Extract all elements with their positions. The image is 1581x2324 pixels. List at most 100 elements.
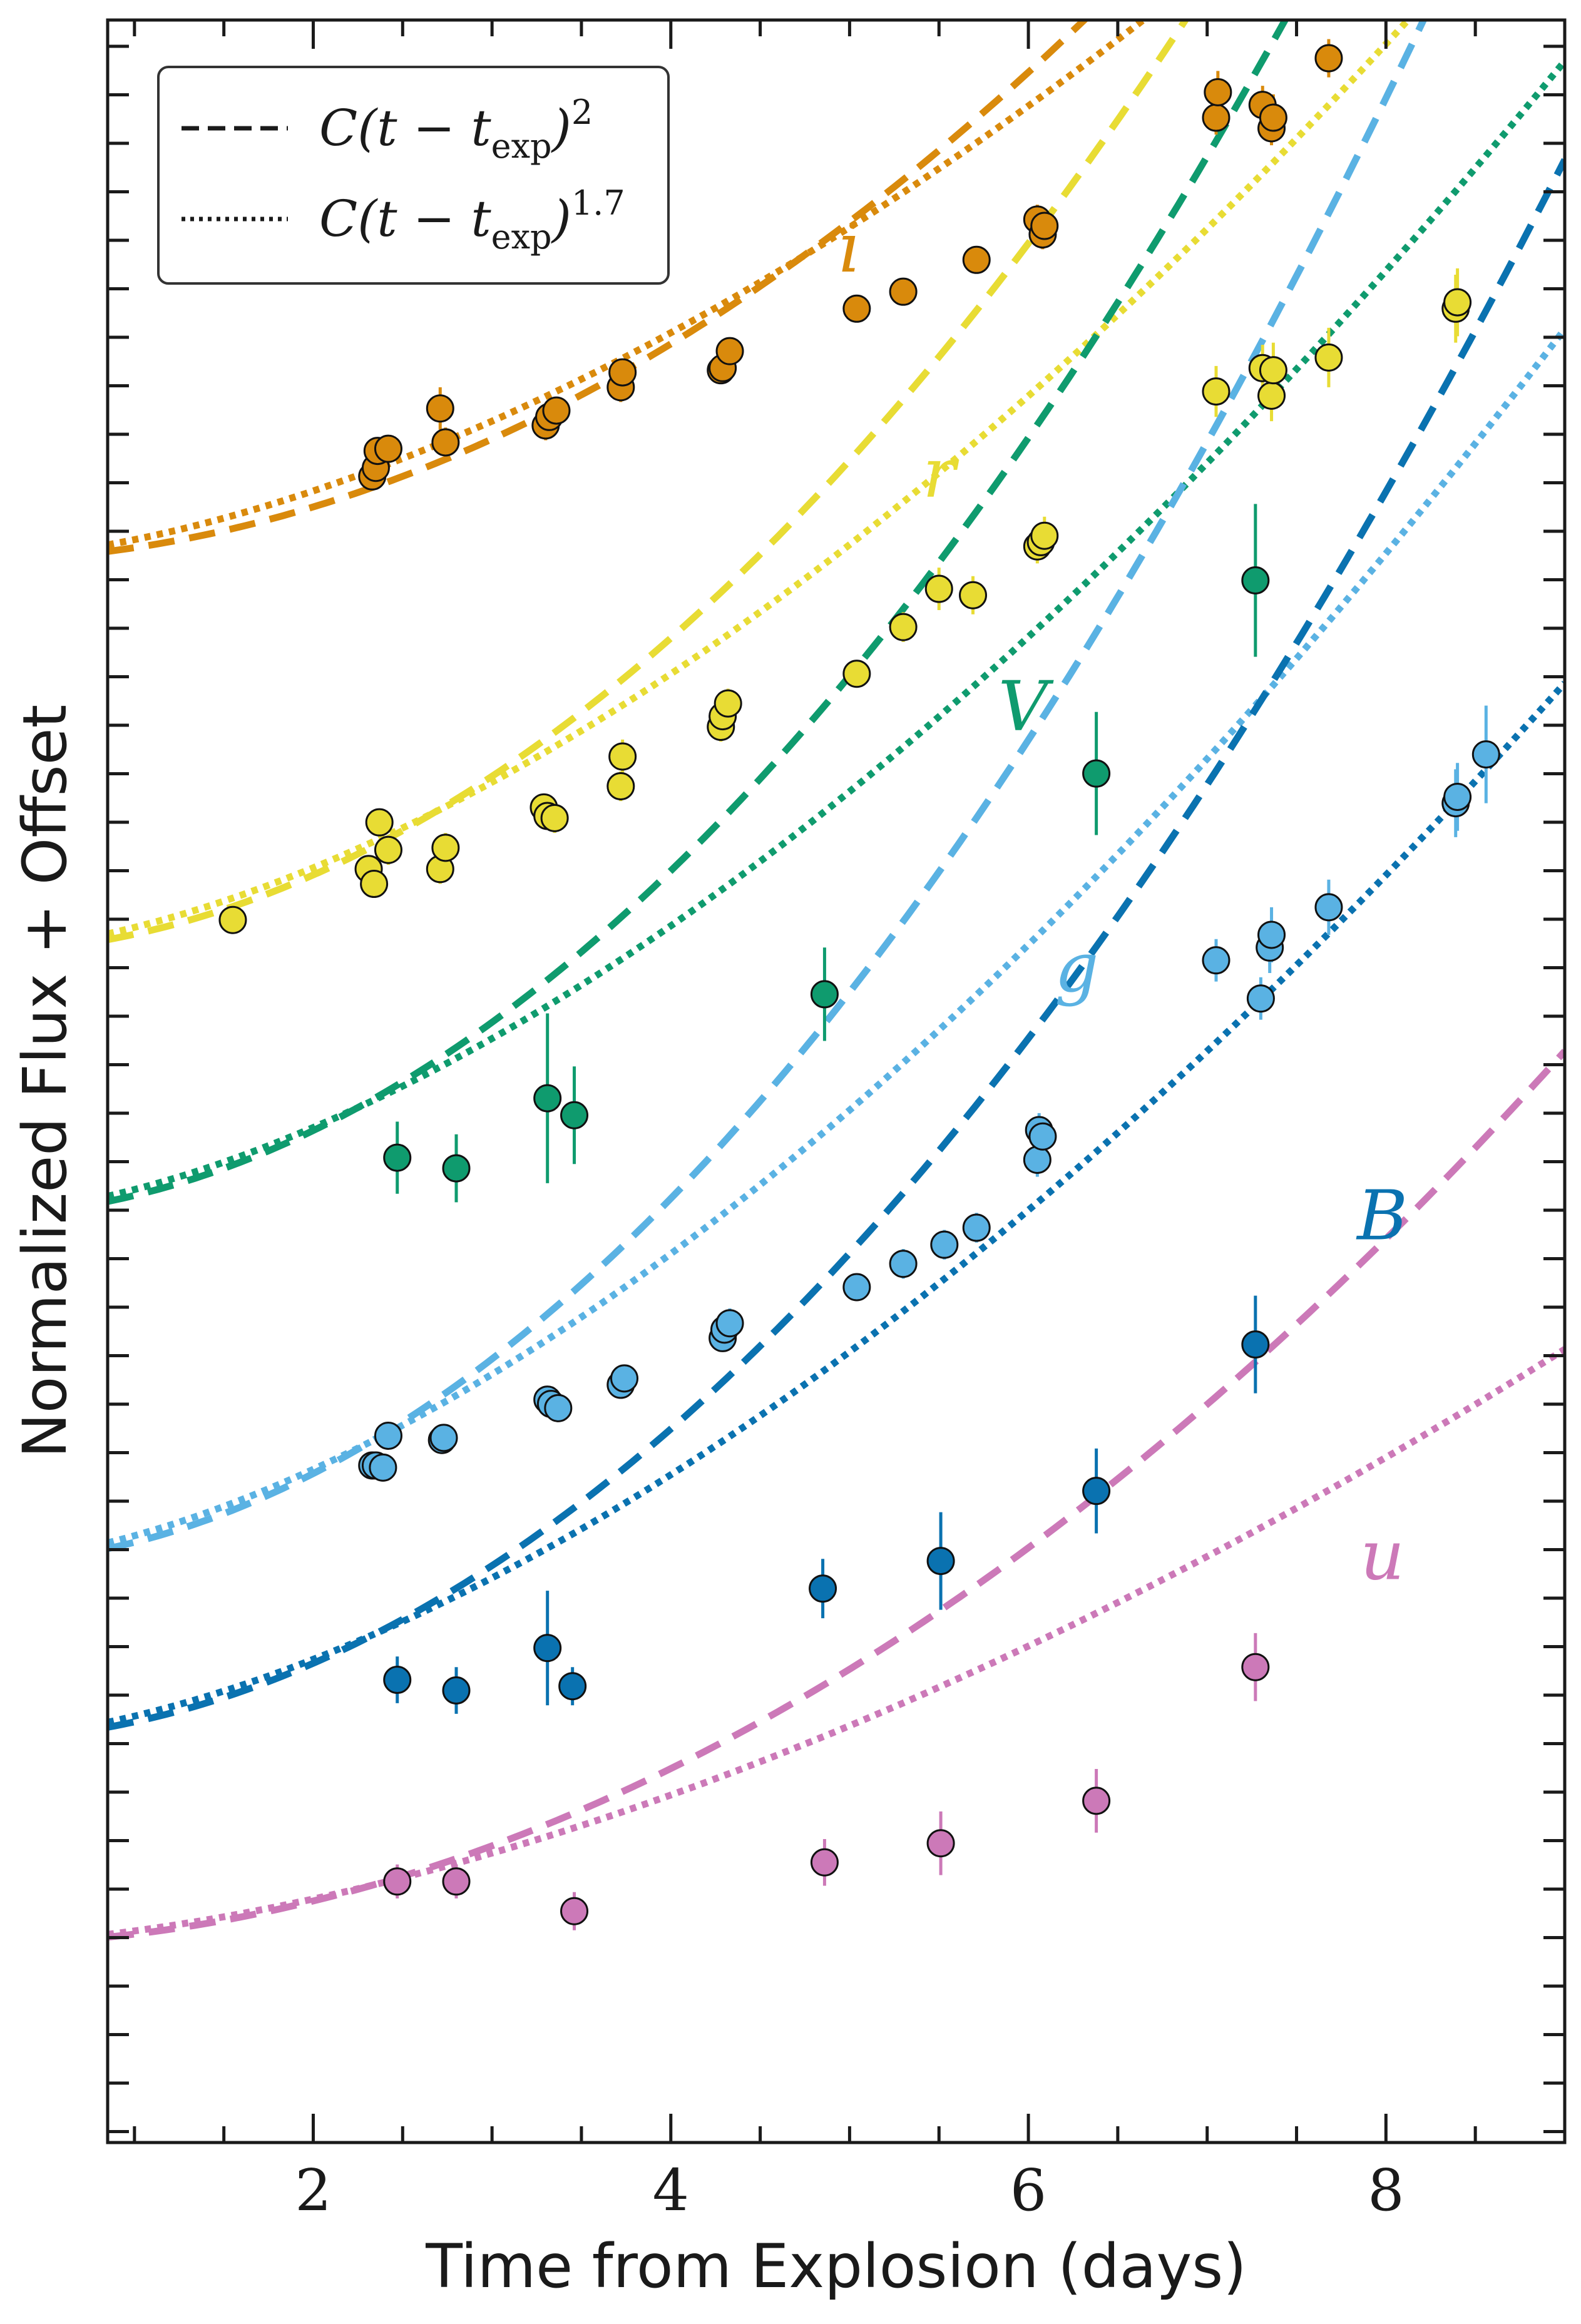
curve-r-power2 xyxy=(108,20,1190,944)
curve-r-power17 xyxy=(108,20,1413,937)
plot-frame xyxy=(106,18,1567,2144)
band-labels: i r Vg Bu xyxy=(839,208,1408,1595)
point-g-18 xyxy=(1023,1146,1051,1175)
point-V-1 xyxy=(442,1154,471,1183)
x-tick-label: 2 xyxy=(295,2157,332,2224)
point-B-5 xyxy=(926,1547,955,1576)
point-g-21 xyxy=(1202,946,1231,975)
point-u-0 xyxy=(383,1867,412,1896)
point-r-11 xyxy=(608,742,637,771)
legend-part: exp xyxy=(491,217,552,257)
point-i-15 xyxy=(889,277,918,306)
point-u-5 xyxy=(1082,1786,1111,1815)
legend-label-dashed: C(t − texp)2 xyxy=(319,93,593,166)
legend-box xyxy=(157,66,670,285)
point-g-14 xyxy=(842,1273,871,1302)
point-g-10 xyxy=(610,1364,639,1393)
y-axis-label: Normalized Flux + Offset xyxy=(10,705,80,1458)
data-points xyxy=(218,39,1500,1930)
point-r-3 xyxy=(365,808,394,837)
legend-part: 2 xyxy=(571,93,593,132)
point-r-4 xyxy=(374,835,402,864)
curve-B-power2 xyxy=(108,158,1565,1731)
band-label-V: V xyxy=(998,666,1054,747)
point-i-10 xyxy=(608,358,637,387)
point-B-6 xyxy=(1082,1477,1111,1506)
x-tick-labels: 2 4 6 8 xyxy=(295,2157,1404,2224)
point-V-4 xyxy=(810,980,839,1009)
point-r-22 xyxy=(1202,377,1231,406)
curve-i-power17 xyxy=(108,20,1149,549)
point-r-9 xyxy=(540,803,569,832)
point-i-25 xyxy=(1314,44,1343,73)
point-r-10 xyxy=(606,772,635,801)
point-g-16 xyxy=(930,1230,959,1259)
band-label-u: u xyxy=(1360,1515,1404,1595)
point-r-21 xyxy=(1030,521,1059,550)
point-i-20 xyxy=(1202,103,1231,132)
point-r-2 xyxy=(360,870,389,899)
point-B-2 xyxy=(533,1634,562,1663)
point-g-28 xyxy=(1471,740,1500,769)
point-i-19 xyxy=(1030,212,1059,240)
point-r-25 xyxy=(1259,356,1287,385)
point-B-7 xyxy=(1241,1330,1270,1359)
x-tick-label: 8 xyxy=(1368,2157,1404,2224)
curve-i-power2 xyxy=(108,20,1090,555)
curve-u-power2 xyxy=(108,1049,1565,1941)
point-u-3 xyxy=(810,1848,839,1877)
point-g-27 xyxy=(1443,782,1472,811)
point-i-4 xyxy=(426,394,454,423)
point-i-21 xyxy=(1204,78,1232,106)
curve-g-power2 xyxy=(108,20,1428,1552)
band-label-g: g xyxy=(1055,927,1098,1007)
point-g-8 xyxy=(544,1394,573,1422)
point-r-16 xyxy=(889,613,918,641)
point-i-16 xyxy=(962,245,991,274)
point-g-24 xyxy=(1257,920,1286,949)
legend-label-dotted: C(t − texp)1.7 xyxy=(319,183,625,257)
point-i-8 xyxy=(542,396,571,425)
point-g-2 xyxy=(369,1453,397,1482)
point-r-26 xyxy=(1314,343,1343,372)
legend: C(t − texp)2 C(t − texp)1.7 xyxy=(157,66,670,285)
point-r-18 xyxy=(959,581,988,609)
band-label-B: B xyxy=(1356,1176,1408,1256)
point-g-25 xyxy=(1314,893,1343,922)
curve-u-power17 xyxy=(108,1346,1565,1938)
point-u-4 xyxy=(926,1829,955,1858)
legend-part: C(t − t xyxy=(319,99,491,157)
legend-part: C(t − t xyxy=(319,190,491,248)
point-i-3 xyxy=(374,434,402,463)
curve-V-power17 xyxy=(108,59,1565,1200)
point-V-2 xyxy=(533,1084,562,1113)
point-g-20 xyxy=(1028,1122,1057,1151)
point-g-5 xyxy=(429,1424,458,1452)
point-u-1 xyxy=(442,1867,471,1896)
point-u-6 xyxy=(1241,1653,1270,1681)
point-i-14 xyxy=(842,294,871,323)
point-i-24 xyxy=(1259,103,1287,132)
point-r-15 xyxy=(842,660,871,688)
point-i-13 xyxy=(715,337,744,365)
axis-ticks xyxy=(108,20,1567,2143)
x-tick-label: 4 xyxy=(653,2157,690,2224)
point-r-6 xyxy=(431,833,460,862)
band-label-i: i xyxy=(839,208,861,288)
curve-B-power17 xyxy=(108,680,1565,1726)
x-axis-label: Time from Explosion (days) xyxy=(425,2231,1246,2301)
point-B-1 xyxy=(442,1676,471,1705)
point-B-4 xyxy=(809,1574,837,1603)
point-B-3 xyxy=(558,1672,587,1701)
point-g-15 xyxy=(889,1250,918,1278)
band-label-r: r xyxy=(923,433,959,513)
point-V-6 xyxy=(1241,566,1270,594)
point-u-2 xyxy=(560,1897,589,1925)
point-i-5 xyxy=(431,428,460,457)
point-B-0 xyxy=(383,1666,412,1695)
model-curves xyxy=(108,20,1565,1941)
point-r-17 xyxy=(924,574,953,603)
point-g-22 xyxy=(1246,984,1275,1013)
point-V-0 xyxy=(383,1143,412,1172)
